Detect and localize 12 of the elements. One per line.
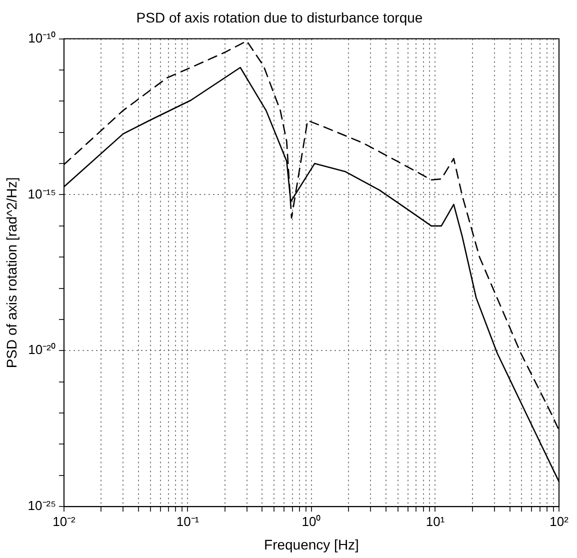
y-tick-label: 10⁻²⁵	[28, 498, 56, 514]
x-tick-label: 10⁻²	[52, 514, 76, 529]
y-tick-label: 10⁻¹⁵	[28, 186, 56, 202]
x-tick-label: 10¹	[426, 514, 446, 529]
y-tick-label: 10⁻²⁰	[28, 342, 56, 358]
x-tick-label: 10²	[550, 514, 570, 529]
chart-title: PSD of axis rotation due to disturbance torque	[136, 9, 423, 26]
y-tick-label: 10⁻¹⁰	[28, 30, 56, 46]
x-tick-label: 10⁻¹	[176, 514, 200, 529]
x-tick-label: 10⁰	[302, 514, 322, 529]
x-axis-title: Frequency [Hz]	[264, 536, 359, 552]
y-axis-title: PSD of axis rotation [rad^2/Hz]	[3, 177, 20, 368]
